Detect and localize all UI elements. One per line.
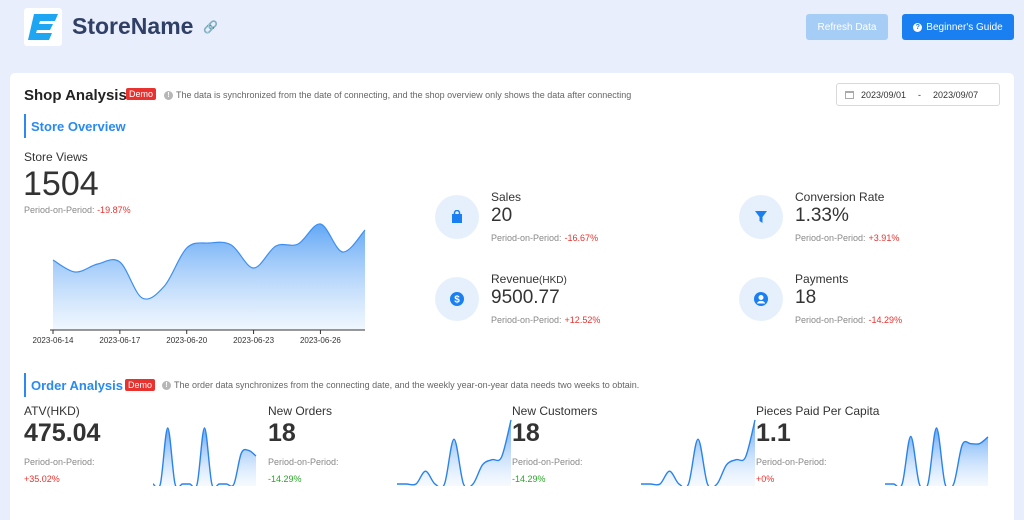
demo-badge: Demo [125, 379, 156, 391]
store-views-value: 1504 [23, 165, 99, 203]
section-marker [24, 373, 26, 397]
kpi-value: 18 [795, 287, 817, 308]
store-views-area [53, 223, 365, 330]
date-end: 2023/09/07 [933, 89, 979, 100]
x-tick-label: 2023-06-20 [166, 336, 207, 345]
date-start: 2023/09/01 [861, 89, 907, 100]
pop-label: Period-on-Period: [24, 457, 95, 467]
pop-label: Period-on-Period: [756, 457, 827, 467]
pop-value: -19.87% [97, 205, 131, 215]
order-metric-label: New Customers [512, 404, 598, 418]
store-overview-title: Store Overview [31, 119, 126, 134]
kpi-value: 20 [491, 205, 513, 226]
kpi-label: Payments [795, 272, 848, 286]
kpi-label: Revenue(HKD) [491, 272, 567, 286]
order-sparkline [152, 427, 257, 486]
store-views-line [52, 223, 366, 300]
section-marker [24, 114, 26, 138]
kpi-label-text: Sales [491, 190, 522, 204]
kpi-label-text: Payments [795, 272, 849, 286]
info-icon[interactable]: ! [162, 381, 171, 390]
page-title: Shop Analysis [24, 87, 127, 104]
order-analysis-title: Order Analysis [31, 378, 124, 393]
sparkline-line [885, 427, 989, 486]
sparkline-area [641, 420, 755, 486]
x-tick-label: 2023-06-14 [33, 336, 74, 345]
pop-label: Period-on-Period: [795, 233, 866, 243]
info-icon[interactable]: ! [164, 91, 173, 100]
kpi-label-text: Conversion Rate [795, 190, 885, 204]
pop-value: -14.29% [868, 315, 903, 325]
order-sparkline [641, 419, 756, 486]
top-bar: StoreName 🔗 Refresh Data ? Beginner's Gu… [0, 0, 1024, 62]
sparkline-area [397, 420, 511, 486]
refresh-data-button[interactable]: Refresh Data [806, 14, 888, 40]
order-metric-label: New Orders [268, 404, 333, 418]
pop-value: -14.29% [512, 474, 546, 484]
date-separator: - [918, 89, 922, 100]
pop-value: +3.91% [868, 233, 900, 243]
kpi-pop: Period-on-Period: -14.29% [795, 315, 902, 325]
pop-label: Period-on-Period: [491, 233, 562, 243]
store-views-pop: Period-on-Period: -19.87% [24, 205, 131, 215]
sparkline-line [397, 419, 512, 486]
kpi-pop: Period-on-Period: -16.67% [491, 233, 598, 243]
help-icon: ? [913, 22, 923, 32]
order-metric-value: 18 [268, 419, 296, 447]
order-metric-value: 18 [512, 419, 540, 447]
beginners-guide-button[interactable]: ? Beginner's Guide [902, 14, 1014, 40]
kpi-pop: Period-on-Period: +3.91% [795, 233, 899, 243]
order-metric-label: Pieces Paid Per Capita [756, 404, 880, 418]
funnel-icon [739, 195, 783, 239]
sparkline-area [153, 428, 256, 486]
pop-value: -14.29% [268, 474, 302, 484]
sparkline-line [641, 419, 756, 486]
order-metric-label: ATV(HKD) [24, 404, 80, 418]
shopping-bag-icon [435, 195, 479, 239]
link-icon[interactable]: 🔗 [203, 20, 218, 34]
kpi-value: 1.33% [795, 205, 849, 226]
store-views-chart: 2023-06-14 2023-06-17 2023-06-20 2023-06-23… [33, 223, 366, 345]
sparkline-area [885, 428, 988, 486]
x-tick-label: 2023-06-23 [233, 336, 274, 345]
kpi-label: Conversion Rate [795, 190, 884, 204]
dollar-icon: $ [435, 277, 479, 321]
order-sparkline [397, 419, 512, 486]
user-icon [739, 277, 783, 321]
order-sparkline [885, 427, 989, 486]
pop-label: Period-on-Period: [24, 205, 95, 215]
pop-value: +0% [756, 474, 775, 484]
store-name: StoreName [72, 13, 194, 39]
pop-value: +35.02% [24, 474, 60, 484]
pop-label: Period-on-Period: [795, 315, 866, 325]
shop-analysis-card: Shop Analysis Demo ! The data is synchro… [10, 73, 1014, 520]
store-logo[interactable] [24, 8, 62, 46]
demo-badge: Demo [126, 88, 157, 100]
store-views-label: Store Views [24, 150, 88, 164]
x-tick-label: 2023-06-26 [300, 336, 341, 345]
kpi-label: Sales [491, 190, 521, 204]
kpi-label-text: Revenue [491, 272, 540, 286]
kpi-value: 9500.77 [491, 287, 560, 308]
pop-label: Period-on-Period: [491, 315, 562, 325]
kpi-unit: (HKD) [539, 275, 567, 286]
order-sync-note: The order data synchronizes from the con… [174, 380, 640, 390]
order-metric-value: 475.04 [24, 419, 101, 447]
logo-icon [28, 14, 58, 40]
pop-value: +12.52% [564, 315, 601, 325]
sparkline-line [152, 427, 257, 486]
calendar-icon [845, 90, 854, 99]
beginners-guide-label: Beginner's Guide [926, 21, 1003, 33]
svg-text:$: $ [454, 295, 460, 306]
order-metric-value: 1.1 [756, 419, 791, 447]
pop-label: Period-on-Period: [512, 457, 583, 467]
sync-note: The data is synchronized from the date o… [176, 90, 632, 100]
kpi-pop: Period-on-Period: +12.52% [491, 315, 600, 325]
pop-label: Period-on-Period: [268, 457, 339, 467]
x-tick-label: 2023-06-17 [99, 336, 140, 345]
pop-value: -16.67% [564, 233, 599, 243]
date-range-picker[interactable]: 2023/09/01 - 2023/09/07 [836, 83, 1000, 106]
